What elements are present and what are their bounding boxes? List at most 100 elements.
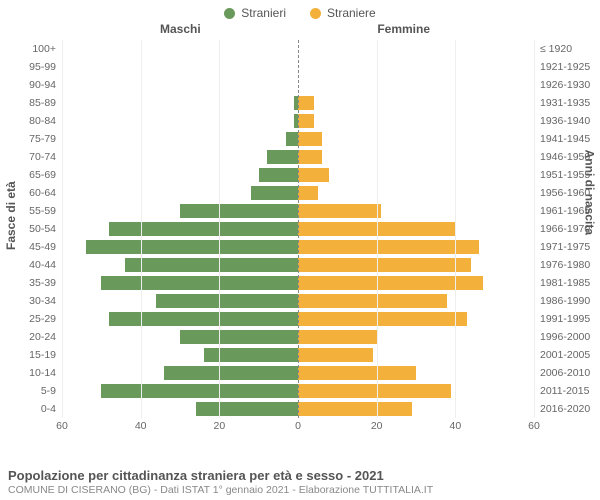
pyramid-row: 30-341986-1990 [0,292,600,310]
bar-female [298,348,373,362]
pyramid-row: 80-84 1936-1940 [0,112,600,130]
birth-year-label: 1966-1970 [534,223,600,235]
legend-item-male: Stranieri [224,6,286,20]
age-label: 20-24 [0,331,62,343]
pyramid-row: 15-192001-2005 [0,346,600,364]
birth-year-label: 1976-1980 [534,259,600,271]
bar-zone [62,130,534,148]
bar-male [267,150,298,164]
bar-female [298,132,322,146]
bar-zone [62,94,534,112]
swatch-male [224,8,235,19]
birth-year-label: 2001-2005 [534,349,600,361]
bar-female [298,258,471,272]
bar-zone [62,310,534,328]
bar-female [298,222,455,236]
pyramid-row: 60-64 1956-1960 [0,184,600,202]
pyramid-row: 10-142006-2010 [0,364,600,382]
bar-female [298,204,381,218]
age-label: 35-39 [0,277,62,289]
birth-year-label: 1961-1965 [534,205,600,217]
pyramid-row: 85-891931-1935 [0,94,600,112]
birth-year-label: 1991-1995 [534,313,600,325]
pyramid-row: 5-92011-2015 [0,382,600,400]
bar-zone [62,184,534,202]
birth-year-label: ≤ 1920 [534,43,600,55]
age-label: 75-79 [0,133,62,145]
bar-female [298,276,483,290]
bar-male [259,168,298,182]
bar-female [298,330,377,344]
birth-year-label: 2016-2020 [534,403,600,415]
birth-year-label: 1926-1930 [534,79,600,91]
age-label: 80-84 [0,115,62,127]
bar-female [298,240,479,254]
birth-year-label: 1951-1955 [534,169,600,181]
header-female: Femmine [377,22,430,36]
pyramid-row: 75-79 1941-1945 [0,130,600,148]
bar-male [101,276,298,290]
bar-male [204,348,298,362]
birth-year-label: 1936-1940 [534,115,600,127]
bar-male [180,204,298,218]
pyramid-row: 25-291991-1995 [0,310,600,328]
header-male: Maschi [160,22,201,36]
birth-year-label: 1946-1950 [534,151,600,163]
chart-title: Popolazione per cittadinanza straniera p… [8,468,592,483]
bar-male [125,258,298,272]
age-label: 10-14 [0,367,62,379]
x-tick: 40 [449,420,461,432]
bar-zone [62,40,534,58]
x-tick: 20 [213,420,225,432]
chart-footer: Popolazione per cittadinanza straniera p… [8,468,592,496]
age-label: 70-74 [0,151,62,163]
bar-female [298,96,314,110]
bar-female [298,168,329,182]
bar-zone [62,328,534,346]
bar-zone [62,400,534,418]
bar-zone [62,148,534,166]
age-label: 5-9 [0,385,62,397]
age-label: 95-99 [0,61,62,73]
bar-zone [62,364,534,382]
bar-zone [62,292,534,310]
pyramid-row: 55-59 1961-1965 [0,202,600,220]
x-tick: 60 [56,420,68,432]
pyramid-row: 50-54 1966-1970 [0,220,600,238]
bar-male [196,402,298,416]
bar-male [156,294,298,308]
birth-year-label: 1921-1925 [534,61,600,73]
bar-female [298,294,447,308]
bar-male [109,312,298,326]
x-tick: 0 [295,420,301,432]
birth-year-label: 1956-1960 [534,187,600,199]
age-label: 55-59 [0,205,62,217]
bar-zone [62,220,534,238]
bar-zone [62,112,534,130]
age-label: 45-49 [0,241,62,253]
birth-year-label: 1941-1945 [534,133,600,145]
birth-year-label: 1996-2000 [534,331,600,343]
swatch-female [310,8,321,19]
pyramid-row: 40-44 1976-1980 [0,256,600,274]
bar-zone [62,238,534,256]
bar-male [109,222,298,236]
pyramid-row: 90-941926-1930 [0,76,600,94]
bar-zone [62,346,534,364]
bar-female [298,114,314,128]
age-label: 50-54 [0,223,62,235]
pyramid-row: 35-391981-1985 [0,274,600,292]
age-label: 65-69 [0,169,62,181]
bar-male [251,186,298,200]
bar-male [286,132,298,146]
legend-label-female: Straniere [327,6,376,20]
pyramid-row: 65-69 1951-1955 [0,166,600,184]
age-label: 40-44 [0,259,62,271]
x-axis: 6040200204060 [0,420,600,440]
legend: Stranieri Straniere [0,0,600,22]
legend-item-female: Straniere [310,6,376,20]
age-label: 60-64 [0,187,62,199]
age-label: 100+ [0,43,62,55]
birth-year-label: 1971-1975 [534,241,600,253]
bar-female [298,366,416,380]
